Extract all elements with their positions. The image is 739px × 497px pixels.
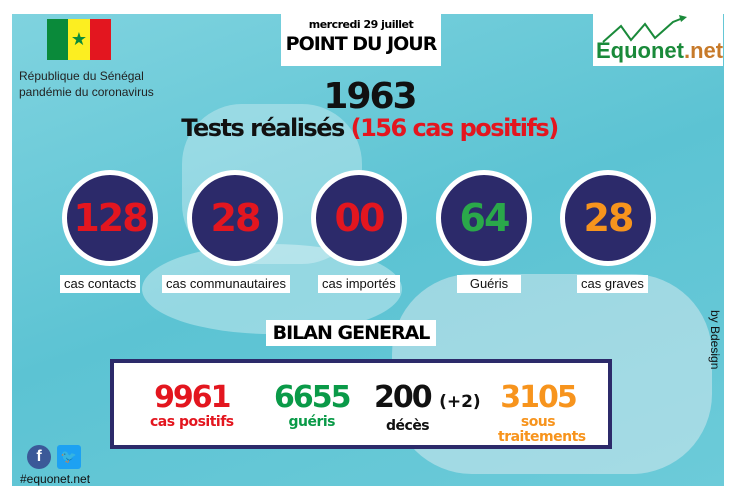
stat-gueris: 6655 guéris bbox=[274, 380, 351, 430]
traitement-label2: traitements bbox=[498, 429, 586, 445]
facebook-icon[interactable]: f bbox=[27, 445, 51, 469]
logo-tld: .net bbox=[684, 38, 724, 63]
label-graves: cas graves bbox=[577, 275, 648, 293]
tests-count: 1963 bbox=[323, 76, 417, 117]
label-contacts: cas contacts bbox=[60, 275, 141, 293]
gueris-value: 6655 bbox=[274, 380, 351, 415]
stat-positifs: 9961 cas positifs bbox=[150, 381, 234, 430]
deces-value: 200 bbox=[374, 380, 433, 415]
country-label: République du Sénégal bbox=[19, 69, 144, 83]
deces-delta: (+2) bbox=[439, 392, 481, 412]
circle-gueris: 64 bbox=[436, 170, 532, 266]
date-box: mercredi 29 juillet POINT DU JOUR bbox=[281, 14, 441, 66]
positifs-value: 9961 bbox=[154, 380, 231, 415]
deces-label: décès bbox=[386, 418, 430, 434]
senegal-flag: ★ bbox=[47, 19, 111, 60]
label-communautaires: cas communautaires bbox=[162, 275, 290, 293]
page-title: POINT DU JOUR bbox=[285, 33, 438, 55]
circle-importes: 00 bbox=[311, 170, 407, 266]
pandemic-label: pandémie du coronavirus bbox=[19, 85, 154, 99]
stat-traitement: 3105 sous traitements bbox=[498, 380, 586, 445]
hashtag: #equonet.net bbox=[20, 472, 91, 486]
social-icons: f 🐦 bbox=[27, 445, 81, 469]
bilan-title: BILAN GENERAL bbox=[266, 320, 436, 346]
circle-graves: 28 bbox=[560, 170, 656, 266]
twitter-icon[interactable]: 🐦 bbox=[57, 445, 81, 469]
stat-deces: 200 (+2) décès bbox=[374, 381, 481, 434]
circle-contacts: 128 bbox=[62, 170, 158, 266]
traitement-label1: sous bbox=[520, 414, 556, 430]
circle-communautaires: 28 bbox=[187, 170, 283, 266]
tests-label: Tests réalisés (156 cas positifs) bbox=[0, 114, 739, 142]
label-importes: cas importés bbox=[318, 275, 400, 293]
tests-text: Tests réalisés bbox=[181, 114, 345, 142]
positifs-label: cas positifs bbox=[150, 414, 234, 430]
bilan-panel: 9961 cas positifs 6655 guéris 200 (+2) d… bbox=[110, 359, 612, 449]
star-icon: ★ bbox=[70, 29, 88, 49]
chart-arrow-icon bbox=[602, 15, 687, 43]
gueris-label: guéris bbox=[288, 414, 336, 430]
label-gueris: Guéris bbox=[457, 275, 521, 293]
logo-text: Equonet bbox=[596, 38, 684, 63]
traitement-value: 3105 bbox=[500, 380, 578, 415]
tests-positives: (156 cas positifs) bbox=[350, 114, 560, 142]
equonet-logo: Equonet.net bbox=[593, 14, 723, 66]
date: mercredi 29 juillet bbox=[308, 18, 414, 31]
credit: by Bdesign bbox=[708, 310, 722, 370]
